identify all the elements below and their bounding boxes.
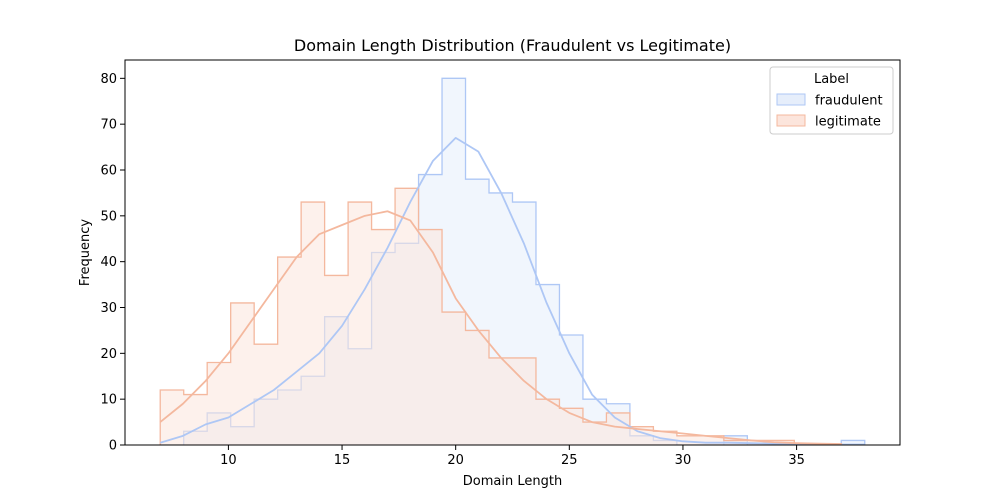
x-tick-label-10: 10 [220, 453, 237, 468]
x-tick-label-35: 35 [788, 453, 805, 468]
y-tick-label-40: 40 [100, 255, 117, 270]
x-tick-label-25: 25 [561, 453, 578, 468]
histogram-fill-legitimate [160, 188, 865, 445]
y-axis: 0 10 20 30 40 50 60 70 80 [100, 72, 125, 454]
y-tick-label-70: 70 [100, 118, 117, 133]
x-tick-label-20: 20 [447, 453, 464, 468]
legend-swatch-fraudulent [776, 93, 806, 106]
kde-line-legitimate [159, 210, 843, 445]
y-tick-label-20: 20 [100, 347, 117, 362]
legend-label-fraudulent: fraudulent [815, 94, 883, 109]
y-axis-title: Frequency [78, 219, 93, 286]
chart-title: Domain Length Distribution (Fraudulent v… [294, 36, 731, 55]
plot-area [159, 77, 866, 445]
series-layer [159, 77, 866, 445]
x-tick-label-15: 15 [334, 453, 351, 468]
y-tick-label-0: 0 [109, 439, 117, 454]
x-axis-title: Domain Length [463, 474, 562, 489]
y-tick-label-60: 60 [100, 164, 117, 179]
legend: Label fraudulent legitimate [769, 66, 894, 135]
y-tick-label-80: 80 [100, 72, 117, 87]
y-tick-label-10: 10 [100, 393, 117, 408]
plot-frame [124, 59, 901, 446]
y-tick-label-30: 30 [100, 301, 117, 316]
legend-label-legitimate: legitimate [815, 115, 881, 130]
x-tick-label-30: 30 [675, 453, 692, 468]
legend-title: Label [814, 72, 849, 87]
x-axis: 10 15 20 25 30 35 [220, 445, 805, 468]
kde-line-fraudulent [159, 137, 865, 445]
legend-swatch-legitimate [776, 114, 806, 127]
y-tick-label-50: 50 [100, 209, 117, 224]
